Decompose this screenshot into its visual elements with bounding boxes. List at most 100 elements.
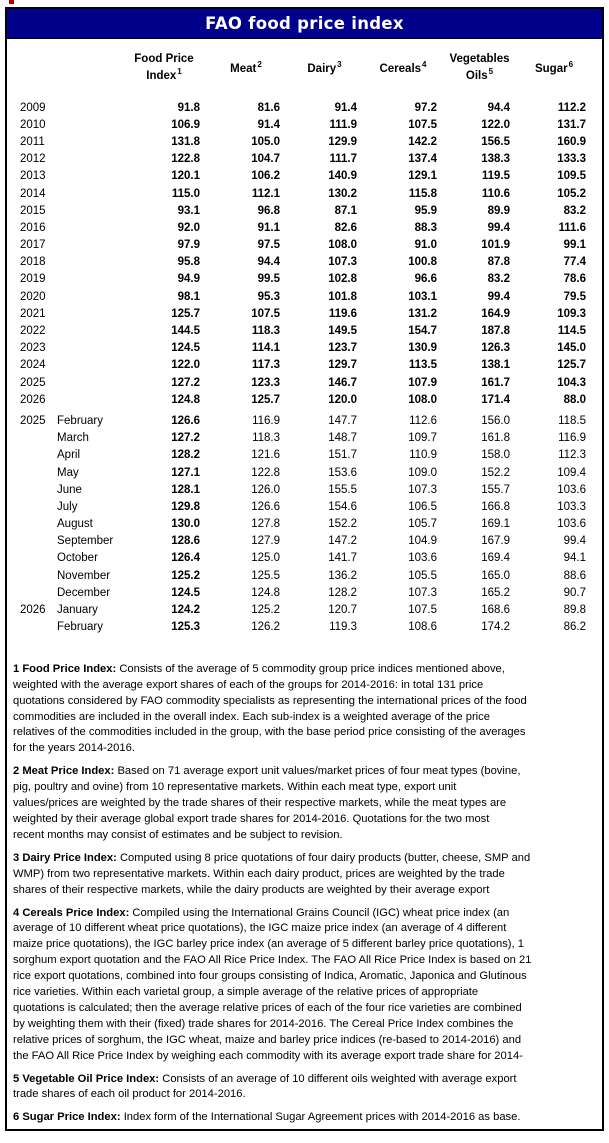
value-cell: 168.6 (481, 604, 510, 617)
year-cell: 2016 (20, 221, 46, 234)
table-row: 2025 February 126.6 116.9 147.7 112.6 156.0 118… (7, 412, 602, 429)
value-cell: 125.7 (251, 393, 280, 406)
footnote-ref: 1 (177, 67, 182, 77)
value-cell: 93.1 (177, 204, 200, 217)
month-cell: July (57, 500, 78, 513)
footnote: 2 Meat Price Index: Based on 71 average … (13, 764, 596, 844)
value-cell: 124.5 (171, 586, 200, 599)
year-cell: 2019 (20, 273, 46, 286)
value-cell: 101.8 (328, 290, 357, 303)
value-cell: 166.8 (481, 500, 510, 513)
column-header-label: Sugar (534, 62, 568, 75)
value-cell: 129.9 (328, 135, 357, 148)
month-cell: December (57, 586, 111, 599)
month-cell: March (57, 432, 89, 445)
footnote-ref: 5 (488, 67, 494, 77)
value-cell: 138.1 (481, 359, 510, 372)
value-cell: 127.2 (171, 376, 200, 389)
year-cell: 2025 (20, 376, 46, 389)
value-cell: 77.4 (563, 256, 586, 269)
table-row: 2026 124.8 125.7 120.0 108.0 171.4 88.0 (7, 391, 602, 408)
value-cell: 127.2 (171, 432, 200, 445)
value-cell: 89.9 (487, 204, 510, 217)
column-header-dairy: Dairy3 (286, 60, 363, 77)
table-row: December 124.5 124.8 128.2 107.3 165.2 90.7 (7, 584, 602, 601)
value-cell: 115.8 (408, 187, 437, 200)
value-cell: 94.9 (177, 273, 200, 286)
value-cell: 122.0 (171, 359, 200, 372)
month-cell: November (57, 569, 111, 582)
monthly-section: 2025 February 126.6 116.9 147.7 112.6 156.0 118… (7, 412, 602, 635)
value-cell: 79.5 (563, 290, 586, 303)
value-cell: 156.0 (481, 414, 510, 427)
table-row: July 129.8 126.6 154.6 106.5 166.8 103.3 (7, 498, 602, 515)
value-cell: 105.2 (557, 187, 586, 200)
value-cell: 119.5 (481, 170, 510, 183)
value-cell: 112.2 (557, 101, 586, 114)
value-cell: 126.3 (481, 342, 510, 355)
table-row: June 128.1 126.0 155.5 107.3 155.7 103.6 (7, 481, 602, 498)
value-cell: 111.7 (329, 153, 357, 166)
footnote-label: 4 Cereals Price Index: (13, 906, 130, 919)
value-cell: 120.0 (328, 393, 357, 406)
value-cell: 107.5 (408, 604, 437, 617)
value-cell: 131.8 (171, 135, 200, 148)
value-cell: 126.4 (171, 552, 200, 565)
value-cell: 111.9 (329, 118, 357, 131)
table-row: 2010 106.9 91.4 111.9 107.5 122.0 131.7 (7, 116, 602, 133)
value-cell: 112.3 (558, 449, 586, 462)
value-cell: 127.9 (251, 535, 280, 548)
value-cell: 121.6 (251, 449, 280, 462)
value-cell: 127.8 (251, 518, 280, 531)
value-cell: 107.5 (251, 307, 280, 320)
footnote-ref: 2 (257, 59, 262, 69)
value-cell: 147.2 (328, 535, 357, 548)
value-cell: 129.1 (408, 170, 437, 183)
year-cell: 2020 (20, 290, 46, 303)
month-cell: October (57, 552, 98, 565)
year-cell: 2009 (20, 101, 46, 114)
value-cell: 110.9 (409, 449, 437, 462)
value-cell: 125.0 (251, 552, 280, 565)
month-cell: February (57, 414, 104, 427)
footnote: 1 Food Price Index: Consists of the aver… (13, 662, 596, 757)
footnote-text: Consists of the average of 5 commodity g… (13, 662, 527, 755)
fao-price-index-sheet: FAO food price index Food Price Index1 M… (5, 7, 604, 1131)
value-cell: 109.0 (408, 466, 437, 479)
footnote: 4 Cereals Price Index: Compiled using th… (13, 906, 596, 1065)
table-row: 2014 115.0 112.1 130.2 115.8 110.6 105.2 (7, 185, 602, 202)
year-cell: 2026 (20, 604, 46, 617)
value-cell: 165.0 (481, 569, 510, 582)
value-cell: 114.1 (251, 342, 280, 355)
footnote-text: Computed using 8 price quotations of fou… (13, 851, 531, 896)
table-row: 2017 97.9 97.5 108.0 91.0 101.9 99.1 (7, 237, 602, 254)
value-cell: 95.3 (257, 290, 280, 303)
cell-comment-marker (9, 0, 14, 4)
year-cell: 2013 (20, 170, 46, 183)
column-header-row: Food Price Index1 Meat2 Dairy3 Cereals4 … (7, 39, 602, 97)
value-cell: 89.8 (563, 604, 586, 617)
value-cell: 100.8 (408, 256, 437, 269)
value-cell: 99.5 (257, 273, 280, 286)
footnote-label: 5 Vegetable Oil Price Index: (13, 1072, 160, 1085)
year-cell: 2025 (20, 414, 46, 427)
value-cell: 154.6 (328, 500, 357, 513)
table-row: May 127.1 122.8 153.6 109.0 152.2 109.4 (7, 464, 602, 481)
value-cell: 154.7 (408, 325, 437, 338)
footnote-text: Based on 71 average export unit values/m… (13, 765, 521, 841)
value-cell: 104.9 (408, 535, 437, 548)
column-header-label: Meat (230, 62, 257, 75)
value-cell: 103.6 (408, 552, 437, 565)
table-row: August 130.0 127.8 152.2 105.7 169.1 103.6 (7, 516, 602, 533)
value-cell: 110.6 (481, 187, 510, 200)
value-cell: 126.2 (251, 621, 280, 634)
value-cell: 95.8 (177, 256, 200, 269)
year-cell: 2021 (20, 307, 46, 320)
table-row: April 128.2 121.6 151.7 110.9 158.0 112.3 (7, 447, 602, 464)
value-cell: 92.0 (177, 221, 200, 234)
value-cell: 106.5 (408, 500, 437, 513)
table-row: 2016 92.0 91.1 82.6 88.3 99.4 111.6 (7, 219, 602, 236)
value-cell: 141.7 (328, 552, 357, 565)
footnote-label: 3 Dairy Price Index: (13, 851, 117, 864)
value-cell: 104.7 (251, 153, 280, 166)
